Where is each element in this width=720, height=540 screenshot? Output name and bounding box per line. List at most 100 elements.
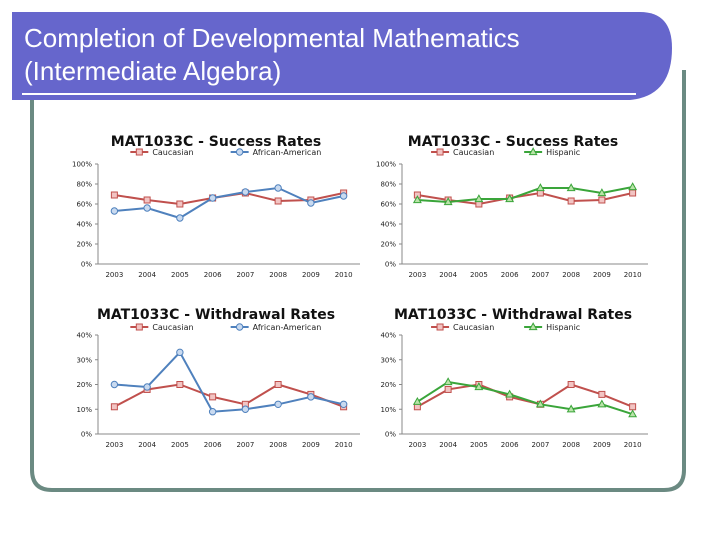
- data-point-caucasian: [274, 197, 282, 205]
- legend-label-african-american: African-American: [253, 148, 322, 157]
- chart-success-hispanic: MAT1033C - Success Rates Caucasian Hispani…: [372, 126, 654, 286]
- legend-label-african-american: African-American: [253, 323, 322, 332]
- y-tick-label: 10%: [76, 406, 92, 414]
- y-tick-label: 80%: [76, 181, 92, 189]
- x-tick-label: 2005: [171, 271, 189, 279]
- x-tick-label: 2006: [204, 271, 222, 279]
- y-tick-label: 30%: [380, 356, 396, 364]
- data-point-african-american: [339, 400, 348, 409]
- legend-label-caucasian: Caucasian: [453, 323, 494, 332]
- chart-withdrawal-hispanic: MAT1033C - Withdrawal Rates Caucasian Hisp…: [372, 300, 654, 464]
- x-tick-label: 2004: [439, 271, 457, 279]
- legend-marker-african-american: [235, 148, 244, 156]
- chart-success-african-american: MAT1033C - Success Rates Caucasian African…: [64, 126, 368, 286]
- chart-title: MAT1033C - Success Rates: [408, 134, 618, 150]
- slide-title: Completion of Developmental Mathematics …: [24, 22, 624, 88]
- data-point-caucasian: [629, 189, 637, 197]
- legend-label-hispanic: Hispanic: [546, 323, 580, 332]
- x-tick-label: 2007: [531, 441, 549, 449]
- legend-marker-caucasian: [436, 148, 444, 156]
- x-tick-label: 2003: [105, 271, 123, 279]
- y-tick-label: 40%: [76, 221, 92, 229]
- teal-frame: [30, 70, 686, 492]
- data-point-hispanic: [597, 399, 607, 408]
- x-tick-label: 2010: [335, 271, 353, 279]
- series-line-caucasian: [113, 383, 344, 408]
- x-tick-label: 2007: [531, 271, 549, 279]
- x-tick-label: 2007: [236, 271, 254, 279]
- series-line-hispanic: [417, 186, 633, 204]
- data-point-hispanic: [566, 404, 576, 413]
- data-point-hispanic: [505, 194, 515, 203]
- y-tick-label: 20%: [76, 241, 92, 249]
- x-tick-label: 2004: [439, 441, 457, 449]
- data-point-caucasian: [110, 403, 118, 411]
- legend-label-hispanic: Hispanic: [546, 148, 580, 157]
- chart-title: MAT1033C - Withdrawal Rates: [394, 307, 632, 323]
- data-point-caucasian: [274, 381, 282, 388]
- x-tick-label: 2006: [204, 441, 222, 449]
- data-point-african-american: [274, 184, 282, 192]
- y-tick-label: 80%: [380, 181, 396, 189]
- y-tick-label: 100%: [376, 161, 396, 169]
- legend-marker-caucasian: [436, 323, 444, 331]
- x-tick-label: 2008: [562, 271, 580, 279]
- x-tick-label: 2009: [302, 441, 320, 449]
- data-point-african-american: [241, 405, 250, 413]
- data-point-caucasian: [598, 390, 606, 398]
- legend-label-caucasian: Caucasian: [453, 148, 494, 157]
- data-point-african-american: [110, 207, 119, 215]
- data-point-hispanic: [443, 377, 453, 386]
- slide-title-line1: Completion of Developmental Mathematics: [24, 23, 520, 53]
- x-tick-label: 2008: [562, 441, 580, 449]
- x-tick-label: 2009: [593, 271, 611, 279]
- x-tick-label: 2009: [302, 271, 320, 279]
- title-banner: [12, 12, 672, 100]
- y-tick-label: 40%: [76, 332, 92, 340]
- x-tick-label: 2010: [624, 271, 642, 279]
- x-tick-label: 2003: [408, 271, 426, 279]
- y-tick-label: 0%: [385, 431, 396, 439]
- series-line-african-american: [114, 186, 344, 220]
- y-tick-label: 10%: [380, 406, 396, 414]
- y-tick-label: 40%: [380, 221, 396, 229]
- y-tick-label: 100%: [72, 161, 92, 169]
- data-point-caucasian: [444, 385, 452, 393]
- legend-marker-hispanic: [528, 147, 538, 156]
- x-tick-label: 2010: [335, 441, 353, 449]
- data-point-african-american: [110, 380, 119, 389]
- y-tick-label: 40%: [380, 332, 396, 340]
- data-point-caucasian: [176, 381, 184, 388]
- chart-withdrawal-african-american: MAT1033C - Withdrawal Rates Caucasian Afri…: [64, 300, 368, 464]
- data-point-hispanic: [535, 399, 545, 408]
- legend-label-caucasian: Caucasian: [152, 323, 193, 332]
- data-point-african-american: [208, 194, 217, 202]
- x-tick-label: 2003: [105, 441, 123, 449]
- y-tick-label: 20%: [76, 381, 92, 389]
- series-line-african-american: [114, 350, 344, 413]
- data-point-hispanic: [628, 409, 638, 418]
- x-tick-label: 2009: [593, 441, 611, 449]
- data-point-african-american: [307, 393, 315, 401]
- x-tick-label: 2005: [171, 441, 189, 449]
- data-point-caucasian: [143, 196, 151, 204]
- x-tick-label: 2006: [501, 271, 519, 279]
- data-point-african-american: [143, 383, 151, 391]
- data-point-caucasian: [110, 191, 118, 199]
- data-point-caucasian: [176, 200, 184, 208]
- x-tick-label: 2005: [470, 271, 488, 279]
- x-tick-label: 2004: [138, 441, 156, 449]
- y-tick-label: 60%: [76, 201, 92, 209]
- y-tick-label: 30%: [76, 356, 92, 364]
- y-tick-label: 20%: [380, 381, 396, 389]
- x-tick-label: 2010: [624, 441, 642, 449]
- x-tick-label: 2003: [408, 441, 426, 449]
- x-tick-label: 2005: [470, 441, 488, 449]
- slide-title-line2: (Intermediate Algebra): [24, 56, 282, 86]
- data-point-hispanic: [597, 188, 607, 197]
